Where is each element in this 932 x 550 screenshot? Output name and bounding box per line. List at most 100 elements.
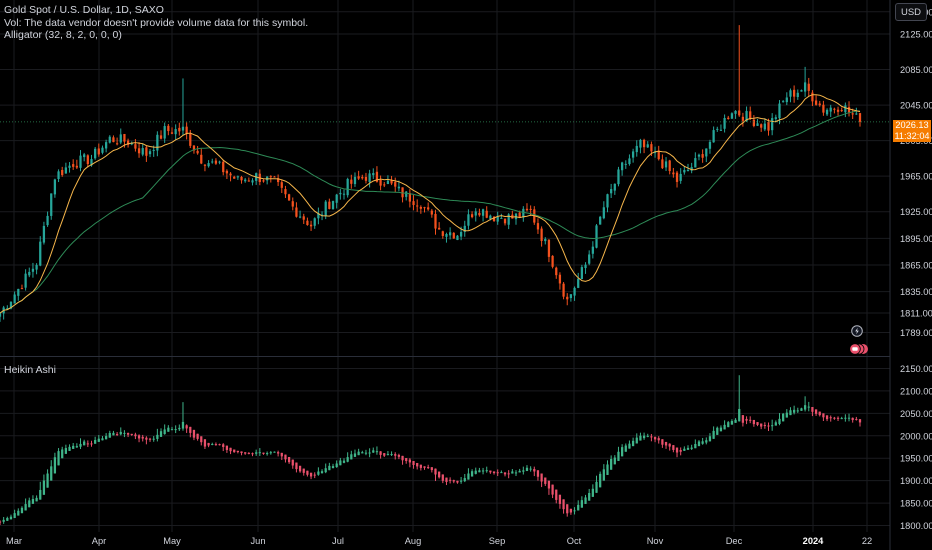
ha-body [258,452,261,454]
lightning-icon[interactable] [851,324,863,337]
heikin-ashi-candles [0,375,862,526]
candle-body [441,231,444,236]
currency-button[interactable]: USD [895,3,927,21]
time-tick-label: Dec [726,536,743,546]
candle-body [101,147,104,153]
candle-body [240,176,243,181]
heikin-ashi-title[interactable]: Heikin Ashi [4,364,56,376]
candle-body [675,172,679,182]
ha-body [730,421,734,425]
ha-body [562,499,565,510]
ha-body [200,436,203,443]
candle-body [445,234,448,237]
candle-body [760,124,763,128]
candle-body [573,287,576,296]
ha-body [181,421,185,429]
candle-body [792,89,796,97]
price-candles [0,25,862,322]
candle-body [642,139,646,148]
candle-body [818,103,821,106]
candle-body [639,139,642,148]
ha-body [536,470,540,477]
ha-body [434,468,437,475]
ha-body [364,452,368,454]
ha-body [708,436,712,442]
candle-body [507,214,510,225]
candle-body [730,113,734,119]
candle-body [657,150,660,160]
ha-body [785,412,788,418]
candle-body [379,180,382,186]
ha-body [167,427,170,432]
ha-body [247,452,250,454]
ha-body [844,417,847,419]
candle-body [763,123,766,130]
symbol-title[interactable]: Gold Spot / U.S. Dollar, 1D, SAXO [4,4,164,16]
ha-body [701,441,704,444]
ha-body [653,436,657,440]
ha-body [807,406,810,408]
heikin-ashi-axis[interactable]: 2150.00 2100.00 2050.00 2000.00 1950.00 1900.… [900,364,932,531]
candle-body [547,239,551,257]
candle-body [262,180,265,182]
candle-body [833,108,836,110]
candle-body [591,246,594,254]
candle-body [664,161,668,168]
ha-body [675,447,679,453]
candle-body [31,268,35,272]
candle-body [544,238,547,242]
price-tick-label: 2125.00 [900,29,932,39]
candle-body [569,294,573,299]
flag-icon[interactable] [849,342,871,355]
candle-body [588,254,591,264]
alligator-legend[interactable]: Alligator (32, 8, 2, 0, 0, 0) [4,29,122,41]
ha-body [613,457,616,465]
candle-body [470,214,474,218]
price-axis[interactable]: 2150.002125.002085.002045.002005.001965.… [900,7,932,338]
ha-body [108,432,111,438]
ha-body [115,434,119,436]
ha-body [178,427,181,430]
time-axis[interactable]: Mar Apr May Jun Jul Aug Sep Oct Nov Dec 2024 22 [6,536,872,546]
candle-body [646,144,649,148]
ha-body [39,489,42,500]
ha-body [847,417,851,419]
chart-legend: Gold Spot / U.S. Dollar, 1D, SAXO Vol: T… [4,4,308,42]
candle-body [390,180,393,184]
ha-tick-label: 2100.00 [900,386,932,396]
candle-body [595,225,598,248]
candle-body [335,194,338,203]
candle-body [94,148,97,159]
time-tick-label: Mar [6,536,22,546]
ha-body [445,477,448,482]
candle-body [86,155,89,165]
candle-body [668,160,671,172]
candle-body [320,214,324,216]
candle-body [233,176,236,179]
candle-body [474,211,477,216]
ha-body [657,438,660,441]
ha-body [390,454,393,456]
candle-body [46,215,49,226]
ha-body [855,418,858,420]
ha-body [379,451,382,455]
ha-body [481,470,485,472]
candle-body [599,216,602,225]
candle-body [189,133,192,146]
ha-body [642,435,646,439]
candle-body [503,218,507,224]
candle-body [163,126,166,139]
candle-body [207,163,210,167]
ha-body [705,440,708,443]
candle-body [423,207,426,209]
ha-body [214,444,218,446]
ha-body [566,504,569,514]
ha-body [148,438,152,440]
candle-body [430,210,433,215]
price-tick-label: 2085.00 [900,65,932,75]
candle-body [741,116,745,121]
candle-body [357,176,360,179]
ha-body [6,517,9,521]
candle-body [375,171,379,182]
